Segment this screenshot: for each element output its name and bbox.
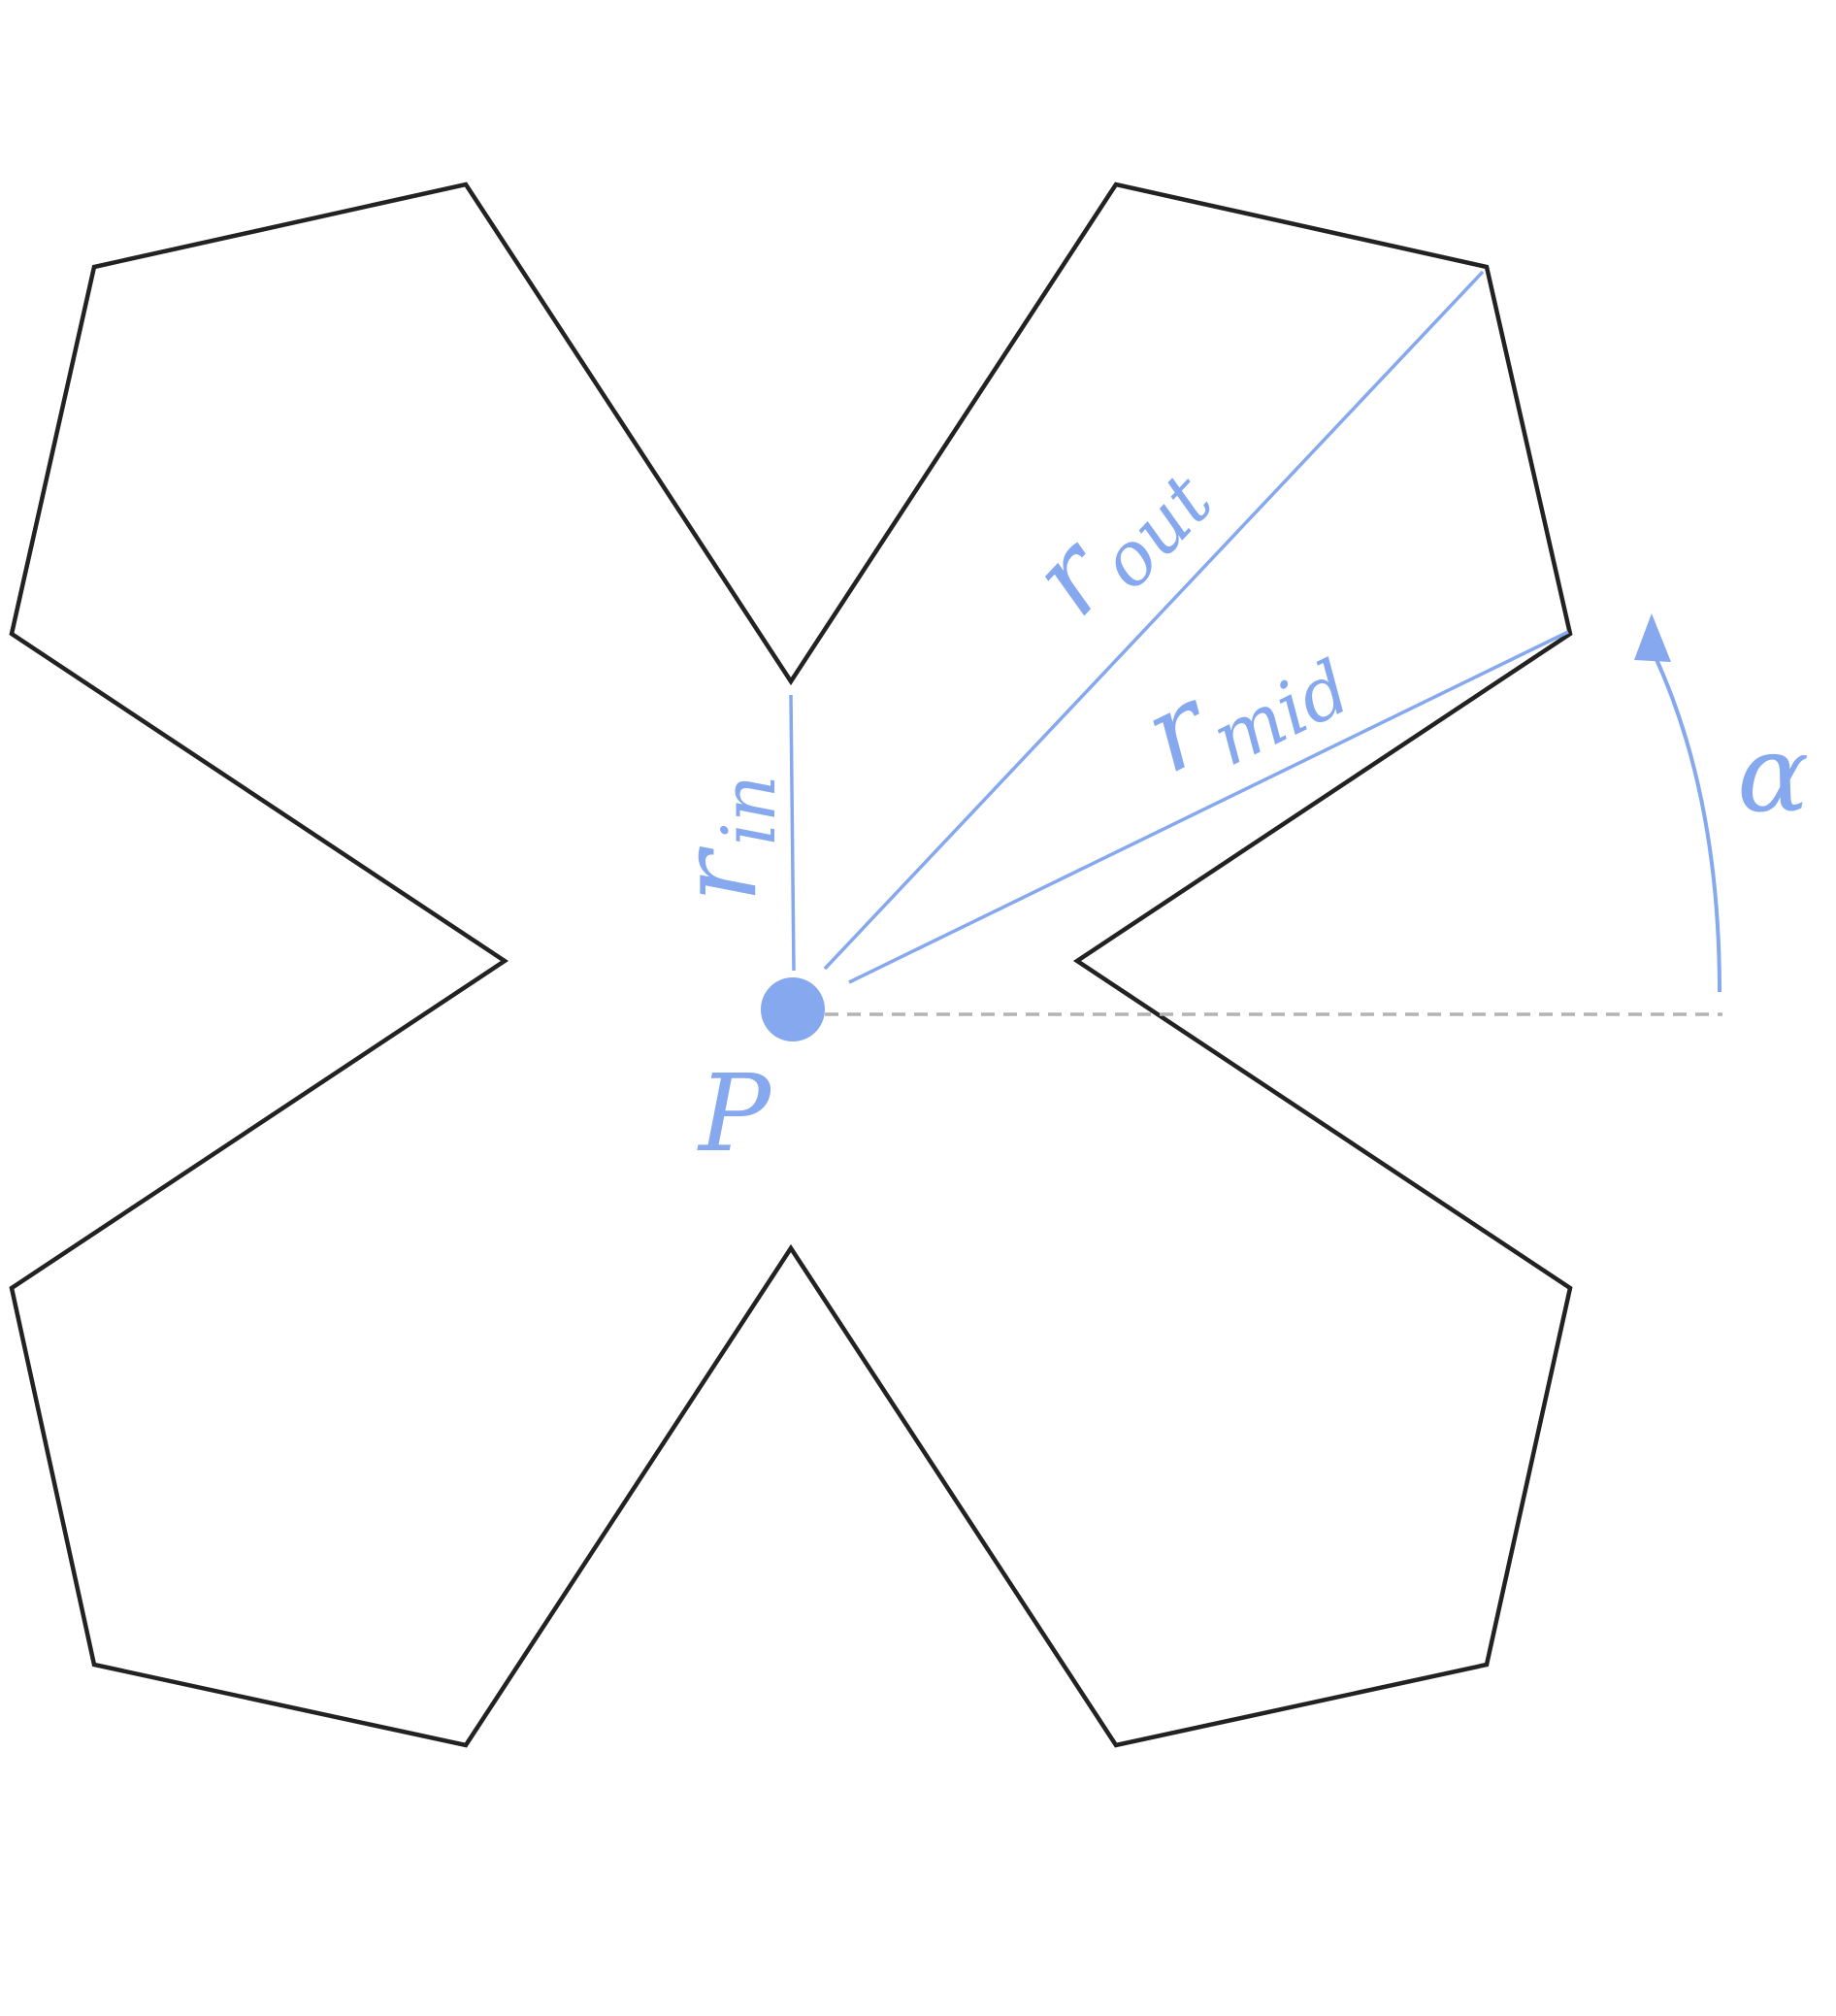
r-mid-line: [848, 630, 1569, 984]
label-r-in: rin: [656, 775, 792, 903]
r-out-line: [823, 270, 1485, 971]
alpha-arc: [1653, 654, 1721, 993]
svg-text:rout: rout: [1007, 423, 1229, 646]
svg-text:rmid: rmid: [1126, 599, 1362, 808]
label-r-out: rout: [1007, 423, 1229, 646]
alpha-arrowhead: [1634, 613, 1671, 662]
label-r-mid: rmid: [1126, 599, 1362, 808]
svg-text:rin: rin: [656, 775, 792, 903]
label-r-in-sub: in: [705, 775, 792, 845]
point-p-dot: [761, 977, 825, 1041]
label-alpha: α: [1737, 711, 1809, 836]
star-outline: [9, 182, 1573, 1748]
label-r-in-base: r: [656, 845, 780, 903]
label-r-mid-sub: mid: [1198, 644, 1362, 783]
label-point-p: P: [697, 1051, 772, 1175]
r-in-line: [789, 694, 796, 972]
